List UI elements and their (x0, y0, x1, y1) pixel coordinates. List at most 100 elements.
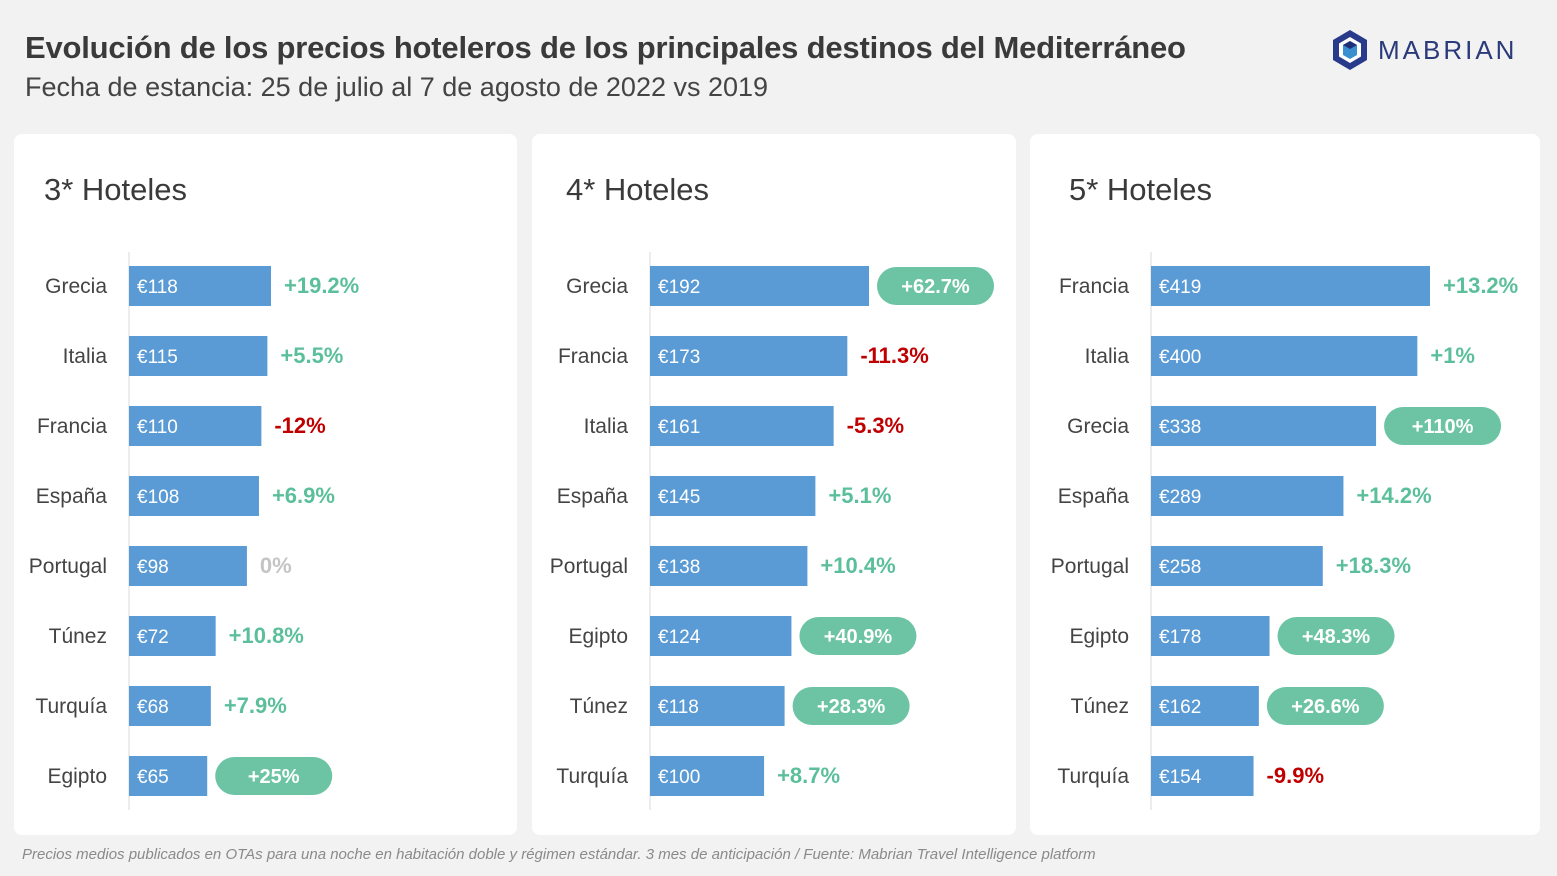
category-label: España (557, 485, 629, 508)
change-label: +5.5% (280, 343, 343, 368)
bar (129, 266, 271, 306)
chart-title: 3* Hoteles (44, 172, 188, 207)
bar (129, 616, 216, 656)
page-subtitle: Fecha de estancia: 25 de julio al 7 de a… (25, 72, 769, 102)
bar (129, 406, 262, 446)
change-label: +6.9% (272, 483, 335, 508)
bar (1151, 756, 1254, 796)
bar-value-label: €110 (137, 417, 178, 438)
bar-value-label: €100 (658, 767, 700, 788)
bar (129, 756, 208, 796)
chart-title: 4* Hoteles (566, 172, 710, 207)
category-label: Egipto (1069, 625, 1129, 648)
change-label: +5.1% (828, 483, 891, 508)
bar-value-label: €68 (137, 697, 169, 718)
bar (650, 406, 834, 446)
bar (129, 476, 259, 516)
bar-value-label: €154 (1159, 767, 1202, 788)
source-footnote: Precios medios publicados en OTAs para u… (22, 846, 1096, 863)
bar-value-label: €258 (1159, 557, 1201, 578)
change-label: +26.6% (1291, 696, 1360, 718)
category-label: Turquía (556, 765, 628, 788)
category-label: Italia (584, 415, 629, 438)
change-highlight-pill (1384, 407, 1502, 445)
category-label: Egipto (568, 625, 628, 648)
bar (650, 336, 848, 376)
change-label: +7.9% (224, 693, 287, 718)
category-label: Francia (1059, 275, 1129, 298)
bar-value-label: €192 (658, 277, 700, 298)
bar-value-label: €72 (137, 627, 169, 648)
change-highlight-pill (1266, 687, 1384, 725)
change-label: +1% (1430, 343, 1475, 368)
chart-panel-3-star: 3* Hoteles Grecia €118 +19.2% Italia €115 +5.… (14, 134, 517, 835)
category-label: Francia (558, 345, 628, 368)
category-label: Turquía (35, 695, 107, 718)
bar-value-label: €145 (658, 487, 700, 508)
chart-panel-4-star: 4* Hoteles Grecia €192 +62.7% Francia €173 -1… (532, 134, 1016, 835)
category-label: Túnez (1071, 695, 1129, 718)
bar-chart-5-star: Francia €419 +13.2% Italia €400 +1% Grecia €338… (1051, 252, 1518, 810)
bar-chart-3-star: Grecia €118 +19.2% Italia €115 +5.5% Francia €1… (29, 252, 359, 810)
change-label: -12% (274, 413, 325, 438)
change-label: +48.3% (1302, 626, 1371, 648)
category-label: Túnez (570, 695, 628, 718)
bar (650, 476, 816, 516)
bar (1151, 476, 1344, 516)
change-highlight-pill (799, 617, 917, 655)
change-label: 0% (260, 553, 292, 578)
change-label: -11.3% (860, 343, 929, 368)
bar-chart-4-star: Grecia €192 +62.7% Francia €173 -11.3% Italia €… (550, 252, 994, 810)
category-label: Italia (1085, 345, 1130, 368)
bar-value-label: €118 (137, 277, 178, 298)
bar (1151, 686, 1259, 726)
bar-value-label: €161 (658, 417, 700, 438)
bar-value-label: €419 (1159, 277, 1201, 298)
brand-logo: MABRIAN (1330, 28, 1517, 72)
bar (650, 756, 765, 796)
change-highlight-pill (877, 267, 994, 305)
category-label: Portugal (550, 555, 628, 578)
bar (1151, 266, 1430, 306)
change-label: +10.8% (229, 623, 304, 648)
change-label: +110% (1412, 416, 1474, 438)
bar-value-label: €138 (658, 557, 700, 578)
category-label: España (36, 485, 108, 508)
chart-panel-5-star: 5* Hoteles Francia €419 +13.2% Italia €400 +1… (1030, 134, 1540, 835)
change-label: -5.3% (847, 413, 904, 438)
change-label: +40.9% (824, 626, 893, 648)
bar-value-label: €338 (1159, 417, 1201, 438)
change-label: +8.7% (777, 763, 840, 788)
category-label: Portugal (1051, 555, 1129, 578)
change-highlight-pill (215, 757, 333, 795)
bar-value-label: €400 (1159, 347, 1201, 368)
chart-title: 5* Hoteles (1069, 172, 1213, 207)
bar (650, 546, 808, 586)
bar (1151, 406, 1377, 446)
change-label: +10.4% (820, 553, 895, 578)
bar-value-label: €108 (137, 487, 179, 508)
bar-value-label: €65 (137, 767, 169, 788)
category-label: Francia (37, 415, 107, 438)
bar (129, 336, 268, 376)
category-label: Italia (63, 345, 108, 368)
change-label: +28.3% (817, 696, 886, 718)
category-label: España (1058, 485, 1130, 508)
brand-logo-text: MABRIAN (1378, 34, 1518, 65)
mabrian-hexagon-logo-icon (1333, 30, 1367, 70)
bar-value-label: €98 (137, 557, 169, 578)
change-label: +19.2% (284, 273, 359, 298)
bar-value-label: €289 (1159, 487, 1201, 508)
bar (1151, 336, 1418, 376)
category-label: Egipto (47, 765, 107, 788)
bar-value-label: €115 (137, 347, 178, 368)
bar (650, 266, 869, 306)
bar (1151, 616, 1270, 656)
bar (650, 616, 792, 656)
change-highlight-pill (792, 687, 910, 725)
category-label: Grecia (45, 275, 107, 298)
category-label: Túnez (49, 625, 107, 648)
change-label: +14.2% (1356, 483, 1431, 508)
change-label: +13.2% (1443, 273, 1518, 298)
bar-value-label: €173 (658, 347, 700, 368)
